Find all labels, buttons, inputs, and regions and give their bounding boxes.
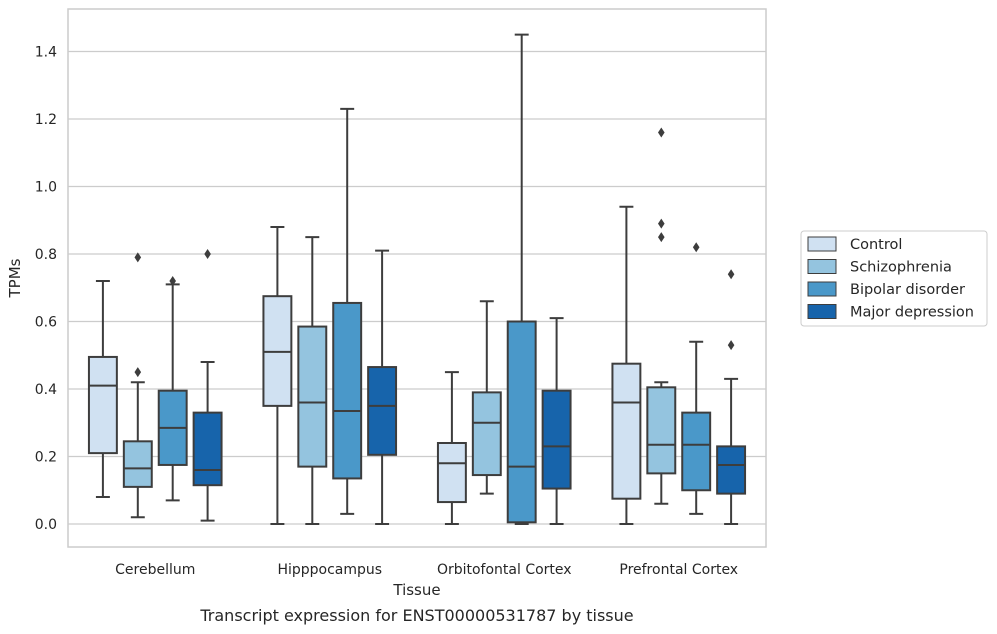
box-3-2	[681, 242, 712, 515]
box-1-1	[297, 236, 328, 525]
box-body	[367, 366, 398, 456]
y-tick-label: 0.8	[35, 247, 57, 263]
outlier-point	[727, 340, 735, 351]
box-body	[122, 440, 153, 488]
x-tick-label: Prefrontal Cortex	[619, 562, 738, 578]
x-tick-label: Orbitofontal Cortex	[437, 562, 572, 578]
legend-frame	[800, 230, 988, 327]
y-tick-label: 0.0	[35, 517, 57, 533]
y-tick-label: 1.2	[35, 112, 57, 128]
box-body	[611, 362, 642, 500]
outlier-point	[204, 249, 211, 259]
box-1-2	[332, 107, 363, 515]
legend-label: Bipolar disorder	[850, 282, 965, 298]
outlier-point	[134, 367, 142, 378]
outlier-point	[692, 242, 700, 253]
box-body	[87, 355, 118, 455]
legend-label: Control	[850, 237, 902, 253]
legend-label: Schizophrenia	[850, 260, 952, 276]
box-0-0	[87, 280, 118, 498]
outlier-point	[169, 276, 176, 286]
y-tick-label: 0.2	[35, 450, 57, 466]
x-axis-label: Tissue	[392, 581, 440, 599]
y-tick-label: 0.4	[35, 382, 57, 398]
plot-frame	[67, 8, 767, 548]
y-tick-label: 1.4	[35, 45, 57, 61]
outlier-point	[658, 218, 665, 229]
box-3-1	[646, 127, 677, 505]
box-1-3	[367, 249, 398, 525]
y-tick-label: 1.0	[35, 180, 57, 196]
box-body	[681, 411, 712, 492]
box-3-3	[716, 269, 747, 525]
outlier-point	[134, 252, 142, 263]
x-tick-label: Cerebellum	[115, 562, 195, 578]
outlier-point	[727, 269, 735, 280]
x-tick-labels: Cerebellum Hipppocampus Orbitofontal Corte…	[115, 562, 738, 578]
box-body	[541, 389, 572, 490]
box-body	[506, 320, 537, 524]
box-0-3	[192, 249, 223, 522]
y-tick-labels: 0.0 0.2 0.4 0.6 0.8 1.0 1.2 1.4	[35, 45, 57, 534]
box-body	[192, 411, 223, 487]
box-2-1	[471, 300, 502, 495]
legend-swatch	[807, 259, 837, 274]
y-tick-label: 0.6	[35, 315, 57, 331]
legend-swatch	[807, 304, 837, 319]
legend-swatch	[807, 281, 837, 297]
box-body	[332, 301, 363, 480]
boxes	[87, 33, 747, 525]
box-0-1	[122, 252, 153, 519]
y-axis-label: TPMs	[6, 258, 24, 298]
legend-swatch	[807, 236, 837, 252]
legend: Control Schizophrenia Bipolar disorder Majo…	[800, 230, 988, 327]
box-body	[646, 386, 677, 475]
x-tick-label: Hipppocampus	[277, 562, 382, 578]
box-2-3	[541, 317, 572, 525]
figure-caption: Transcript expression for ENST0000053178…	[200, 606, 634, 625]
box-2-2	[506, 33, 537, 525]
box-body	[436, 442, 467, 504]
box-1-0	[262, 226, 293, 525]
box-body	[716, 445, 747, 495]
legend-label: Major depression	[850, 305, 974, 321]
box-body	[297, 325, 328, 468]
box-2-0	[436, 371, 467, 525]
outlier-point	[658, 232, 665, 243]
outlier-point	[658, 127, 665, 138]
box-3-0	[611, 205, 642, 525]
box-0-2	[157, 276, 188, 502]
box-body	[471, 391, 502, 477]
